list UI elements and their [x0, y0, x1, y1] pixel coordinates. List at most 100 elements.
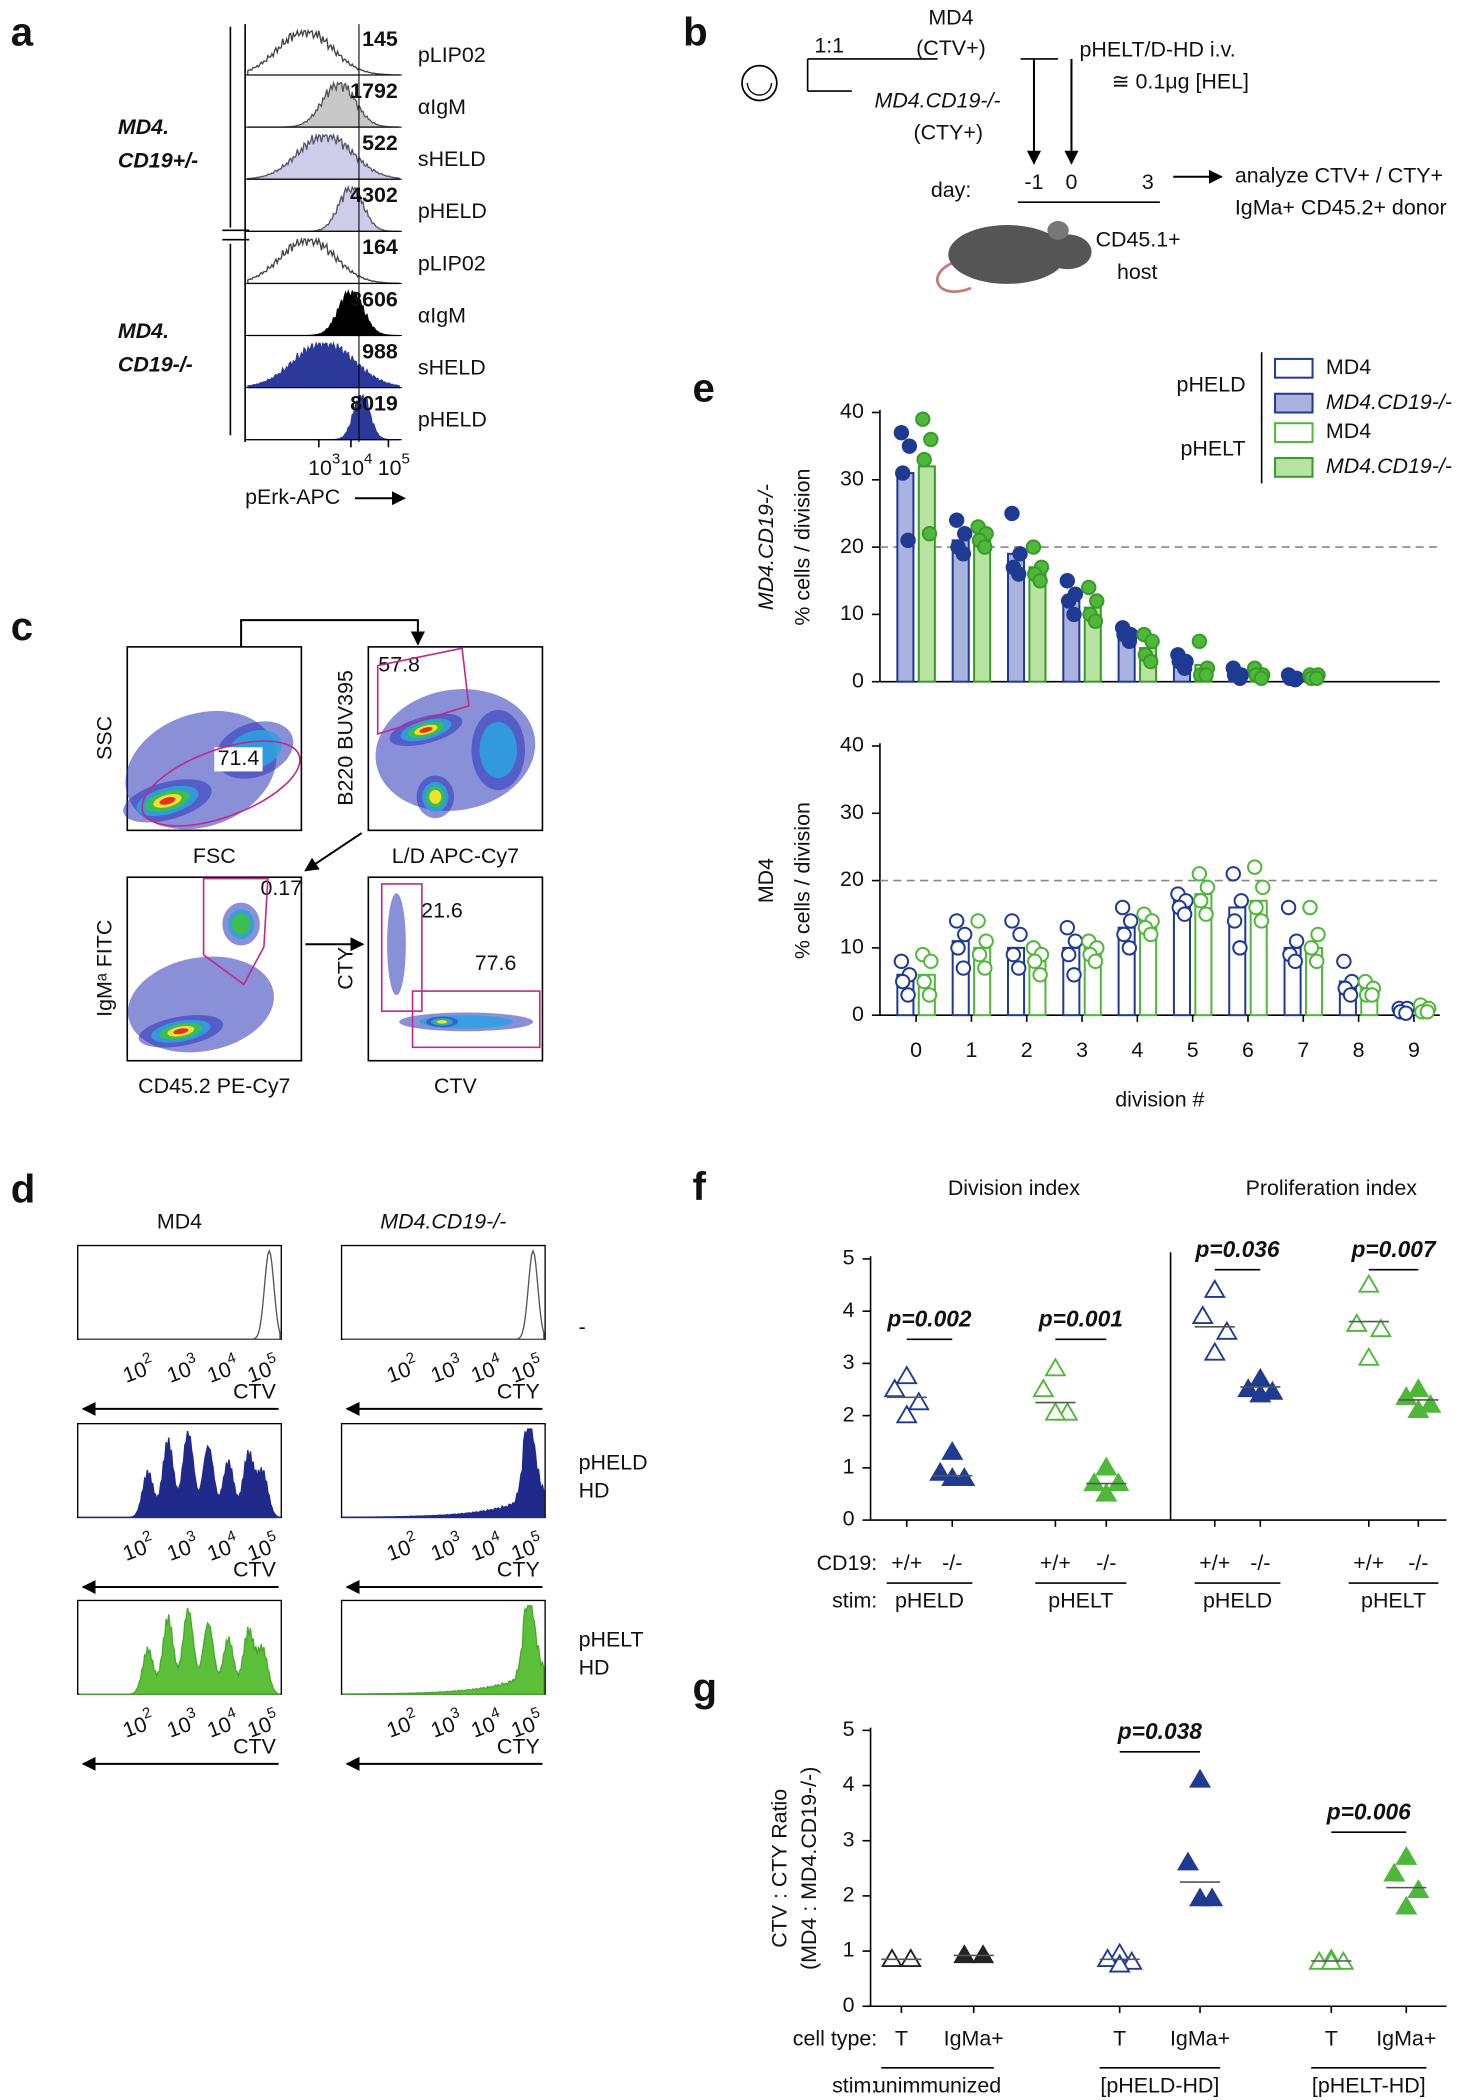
data-point [1010, 960, 1027, 976]
data-point [1203, 1341, 1226, 1361]
data-point [1176, 1851, 1199, 1871]
data-point [957, 926, 973, 943]
axis-label: CTV [233, 1558, 277, 1582]
histogram-frame [340, 1599, 546, 1695]
axis-label: CTY [497, 1558, 540, 1582]
density-blob [419, 726, 433, 733]
data-point [1248, 899, 1264, 916]
data-point [1199, 879, 1216, 896]
column-label: -/- [1096, 1551, 1116, 1575]
data-point [1067, 933, 1084, 949]
column-label: +/+ [1353, 1551, 1384, 1575]
y-axis-title: % cells / division [790, 469, 814, 626]
day: 3 [1142, 170, 1154, 194]
legend-swatch [1274, 457, 1314, 478]
x-tick-label-base: 10 [308, 455, 332, 479]
gate-value: 71.4 [218, 746, 260, 770]
data-point [1121, 633, 1138, 650]
y-tick-label: 0 [852, 1002, 864, 1026]
data-point [972, 1944, 995, 1964]
data-point [1095, 1482, 1118, 1502]
x-axis-title: pErk-APC [245, 485, 340, 509]
p-value: p=0.007 [1351, 1236, 1437, 1262]
column-label: +/+ [891, 1551, 922, 1575]
data-point [1253, 670, 1270, 687]
legend-label: MD4.CD19-/- [1326, 390, 1452, 414]
data-point [1198, 667, 1214, 683]
bar [917, 465, 936, 683]
stim-label: [pHELD-HD] [1100, 2073, 1219, 2097]
mouse-tail [936, 261, 972, 293]
injection: ≅ 0.1μg [HEL] [1112, 70, 1249, 94]
data-point [1287, 953, 1303, 970]
p-value: p=0.036 [1194, 1236, 1279, 1262]
mouse-ear [1047, 220, 1069, 240]
y-tick-label: 4 [843, 1298, 855, 1322]
data-point [1116, 926, 1132, 943]
cell-label: (CTY+) [913, 121, 983, 145]
data-point [923, 953, 939, 970]
data-point [1032, 573, 1048, 589]
stim-label: pHELD [895, 1588, 964, 1612]
data-point [1143, 653, 1159, 670]
data-point [955, 960, 972, 976]
data-point [941, 1467, 964, 1486]
mfi-value: 988 [362, 339, 398, 363]
day-label: day: [931, 178, 971, 202]
data-point [1059, 573, 1076, 589]
data-point [895, 973, 911, 990]
group-label: CD19+/- [118, 149, 198, 173]
y-tick-label: 20 [840, 534, 864, 558]
x-axis-title: division # [1115, 1088, 1204, 1112]
panel-label: g [692, 1665, 717, 1710]
data-point [1261, 1380, 1284, 1400]
x-tick-label: 3 [1076, 1038, 1088, 1062]
histogram [247, 341, 400, 389]
data-point [1280, 899, 1297, 916]
data-point [921, 987, 938, 1003]
data-point [1122, 913, 1139, 929]
row-label: cell type: [793, 2026, 877, 2050]
mfi-value: 8019 [350, 392, 398, 416]
gate [202, 877, 269, 986]
mfi-value: 3606 [350, 287, 398, 311]
legend-group: pHELT [1181, 437, 1246, 461]
data-point [1066, 967, 1082, 983]
data-point [916, 973, 932, 990]
data-point [1010, 566, 1027, 582]
data-point [1191, 866, 1208, 882]
column-label: +/+ [1199, 1551, 1230, 1575]
data-point [899, 1948, 922, 1967]
group-label: CD19-/- [118, 352, 193, 376]
histogram-frame [77, 1244, 282, 1340]
data-point [1096, 1948, 1119, 1967]
legend-label: MD4.CD19-/- [1326, 454, 1452, 478]
column-label: IgMa+ [1376, 2026, 1436, 2050]
data-point [1407, 1378, 1430, 1398]
density-blob [429, 790, 442, 804]
data-point [955, 546, 972, 562]
x-tick-label: 0 [910, 1038, 922, 1062]
panel-label: c [11, 604, 33, 649]
row-label: pHELT [579, 1627, 644, 1651]
gating-arrow [304, 832, 363, 872]
data-point [1044, 1357, 1067, 1377]
y-axis-title: IgMᵃ FITC [92, 920, 116, 1017]
data-point [1176, 660, 1193, 676]
mfi-value: 1792 [350, 79, 398, 103]
legend-label: MD4 [1326, 419, 1371, 443]
gate-value: 77.6 [475, 951, 517, 975]
data-point [1083, 1472, 1106, 1492]
y-axis-title: (MD4 : MD4.CD19-/-) [797, 1767, 821, 1970]
data-point [1060, 593, 1077, 609]
data-point [1249, 1383, 1272, 1403]
y-tick-label: 0 [852, 668, 864, 692]
data-point [1189, 1887, 1212, 1907]
y-tick-label: 4 [843, 1772, 855, 1796]
column-label: T [895, 2026, 908, 2050]
bar [951, 539, 970, 683]
data-point [1095, 1456, 1118, 1476]
stim-label: [pHELT-HD] [1312, 2073, 1426, 2097]
stim-label: pHELT [1361, 1588, 1426, 1612]
